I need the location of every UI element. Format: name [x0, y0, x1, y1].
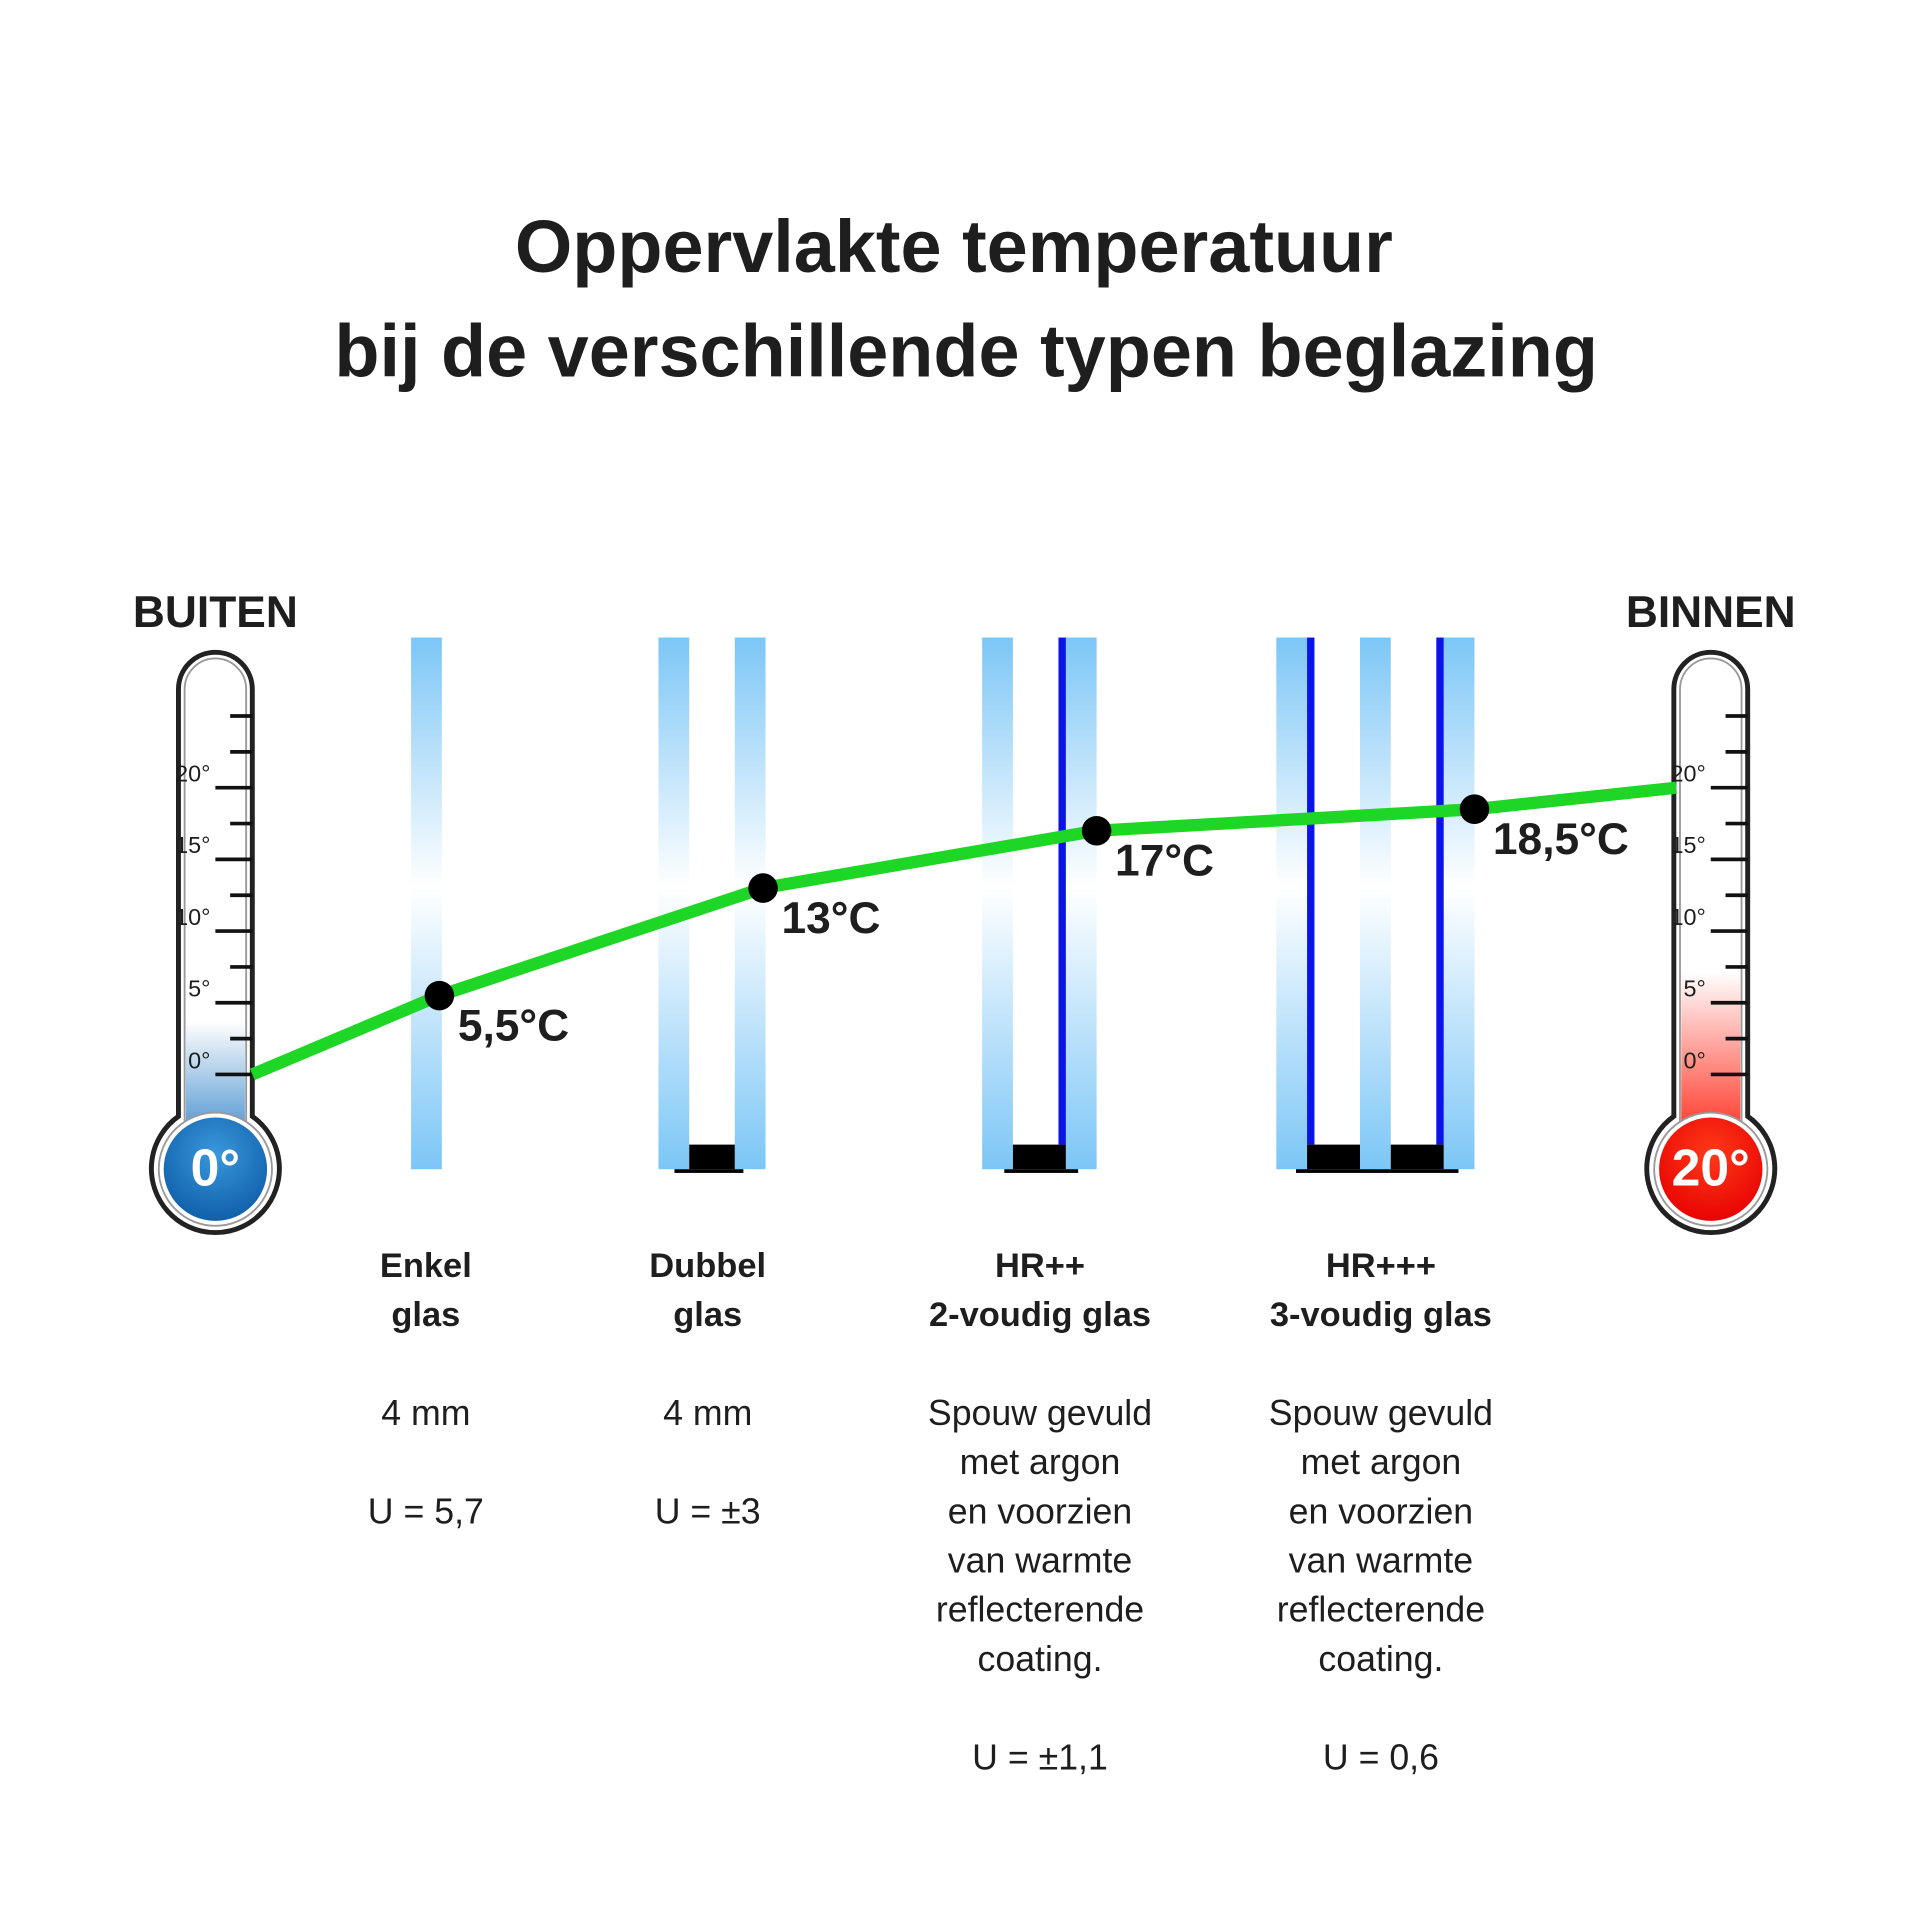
- temperature-point: [748, 873, 778, 903]
- tick-label: 0°: [188, 1047, 210, 1073]
- temperature-label: 17°C: [1115, 837, 1214, 886]
- temperature-line: [249, 781, 1677, 1081]
- glazing-description: 4 mm: [663, 1393, 752, 1433]
- glass: [411, 637, 442, 1170]
- tick-label: 0°: [1683, 1047, 1705, 1073]
- tick-label: 15°: [1670, 832, 1705, 858]
- temperature-label: 5,5°C: [458, 1002, 569, 1051]
- glazing-name: HR++: [995, 1247, 1085, 1285]
- spacer: [1012, 1144, 1066, 1170]
- title-line: Oppervlakte temperatuur: [515, 205, 1393, 288]
- bulb-label: 0°: [191, 1138, 240, 1196]
- tick-label: 20°: [1670, 761, 1705, 787]
- tick-label: 10°: [1670, 904, 1705, 930]
- tick-label: 10°: [175, 904, 210, 930]
- temperature-label: 18,5°C: [1493, 815, 1629, 864]
- tick-label: 5°: [1683, 976, 1705, 1002]
- glazing-name: glas: [673, 1296, 742, 1334]
- coating: [1058, 637, 1066, 1145]
- base: [1296, 1169, 1459, 1173]
- u-value: U = 0,6: [1323, 1737, 1439, 1777]
- thermometer-inner: [1679, 657, 1743, 1122]
- base: [674, 1169, 744, 1173]
- temperature-point: [424, 980, 455, 1011]
- glazing-description: coating.: [977, 1639, 1102, 1679]
- title-line: bij de verschillende typen beglazing: [334, 309, 1598, 392]
- glass: [982, 637, 1013, 1170]
- glazing-name: Enkel: [380, 1247, 472, 1285]
- glass: [734, 637, 766, 1170]
- tick-label: 20°: [175, 761, 210, 787]
- thermometer-outline: [1644, 649, 1778, 1235]
- bulb: [1659, 1117, 1763, 1221]
- glazing-description: Spouw gevuld: [928, 1393, 1152, 1433]
- u-value: U = 5,7: [368, 1491, 484, 1531]
- glass: [658, 637, 690, 1170]
- glass: [1276, 637, 1308, 1170]
- glazing-name: Dubbel: [649, 1247, 766, 1285]
- glazing-name: 2-voudig glas: [929, 1296, 1151, 1334]
- glass: [1065, 637, 1097, 1170]
- thermometer-outline: [148, 649, 282, 1235]
- glazing-description: coating.: [1318, 1639, 1443, 1679]
- temperature-point: [1081, 815, 1112, 846]
- spacer: [689, 1144, 735, 1170]
- glass-panes: [411, 637, 1475, 1173]
- glazing-description: reflecterende: [936, 1590, 1144, 1630]
- glazing-description: van warmte: [948, 1540, 1132, 1580]
- thermometer-inner: [183, 657, 248, 1122]
- coating: [1307, 637, 1315, 1145]
- u-value: U = ±3: [655, 1491, 761, 1531]
- glazing-description: Spouw gevuld: [1269, 1393, 1493, 1433]
- glazing-description: en voorzien: [1289, 1491, 1474, 1531]
- temperature-label: 13°C: [782, 894, 881, 943]
- side-label: BUITEN: [133, 588, 298, 637]
- bulb: [163, 1117, 268, 1221]
- spacer: [1390, 1144, 1444, 1170]
- tick-label: 15°: [175, 832, 210, 858]
- glazing-name: glas: [391, 1296, 460, 1334]
- glazing-name: 3-voudig glas: [1270, 1296, 1492, 1334]
- glazing-description: en voorzien: [948, 1491, 1133, 1531]
- glazing-description: 4 mm: [381, 1393, 470, 1433]
- u-value: U = ±1,1: [972, 1737, 1108, 1777]
- glass: [1360, 637, 1391, 1170]
- spacer: [1307, 1144, 1360, 1170]
- temperature-point: [1459, 794, 1490, 824]
- glazing-name: HR+++: [1326, 1247, 1436, 1285]
- glass: [1443, 637, 1475, 1170]
- coating: [1436, 637, 1444, 1145]
- base: [1004, 1169, 1079, 1173]
- glazing-description: van warmte: [1289, 1540, 1473, 1580]
- side-label: BINNEN: [1626, 588, 1796, 637]
- glazing-description: met argon: [1301, 1442, 1462, 1482]
- glazing-description: met argon: [960, 1442, 1121, 1482]
- glazing-description: reflecterende: [1277, 1590, 1485, 1630]
- bulb-label: 20°: [1672, 1138, 1750, 1196]
- tick-label: 5°: [188, 976, 210, 1002]
